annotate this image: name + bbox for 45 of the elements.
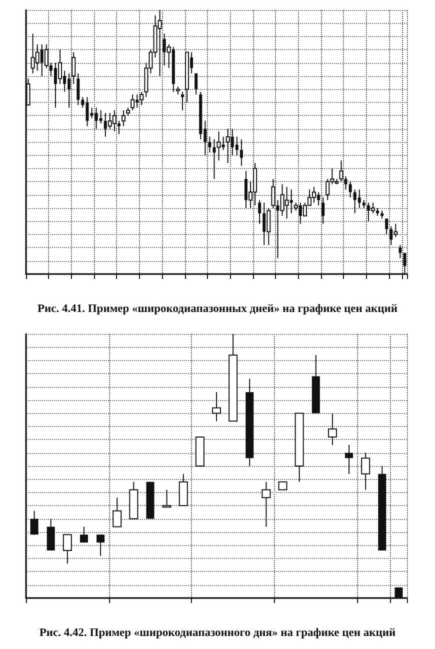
candlestick: [62, 534, 72, 564]
candlestick: [46, 518, 55, 551]
candlestick: [370, 202, 375, 214]
candlestick: [72, 52, 76, 84]
candlestick: [326, 178, 330, 201]
candlestick: [398, 244, 402, 259]
candlestick: [194, 72, 198, 95]
candlestick: [361, 452, 370, 490]
candlestick: [262, 481, 271, 528]
candlestick: [130, 94, 135, 111]
text: Рис. 4.42. Пример «широкодиапазонного дня» на графике цен акций: [39, 627, 396, 639]
candlestick: [80, 526, 88, 544]
candlestick: [44, 44, 48, 69]
candlestick: [96, 534, 105, 556]
candlestick: [345, 444, 354, 474]
candlestick: [30, 510, 38, 536]
candlestick: [216, 130, 221, 161]
candlestick: [122, 110, 126, 127]
candlestick: [76, 72, 80, 106]
candlestick: [35, 44, 40, 72]
candlestick: [212, 392, 221, 422]
candlestick: [266, 208, 271, 246]
candlestick: [358, 189, 361, 208]
candlestick: [339, 160, 344, 182]
candlestick: [158, 10, 162, 76]
candlestick: [140, 91, 144, 106]
candlestick: [271, 178, 276, 208]
candlestick: [328, 412, 337, 446]
candlestick: [112, 110, 116, 132]
candlestick: [180, 91, 184, 111]
candlestick: [178, 473, 188, 506]
candlestick: [226, 128, 230, 164]
candlestick: [284, 186, 289, 220]
candlestick: [208, 136, 212, 154]
candlestick: [394, 223, 398, 238]
candlestick: [240, 138, 243, 166]
candlestick: [385, 218, 388, 235]
candlestick: [235, 136, 238, 156]
candlestick: [258, 200, 262, 224]
candlestick: [58, 49, 62, 84]
candlestick: [348, 181, 352, 198]
candlestick: [99, 110, 102, 124]
candlestick: [112, 497, 122, 528]
text: Рис. 4.41. Пример «широкодиапазонных дней» на графике цен акций: [37, 303, 398, 315]
candlestick: [322, 196, 325, 224]
